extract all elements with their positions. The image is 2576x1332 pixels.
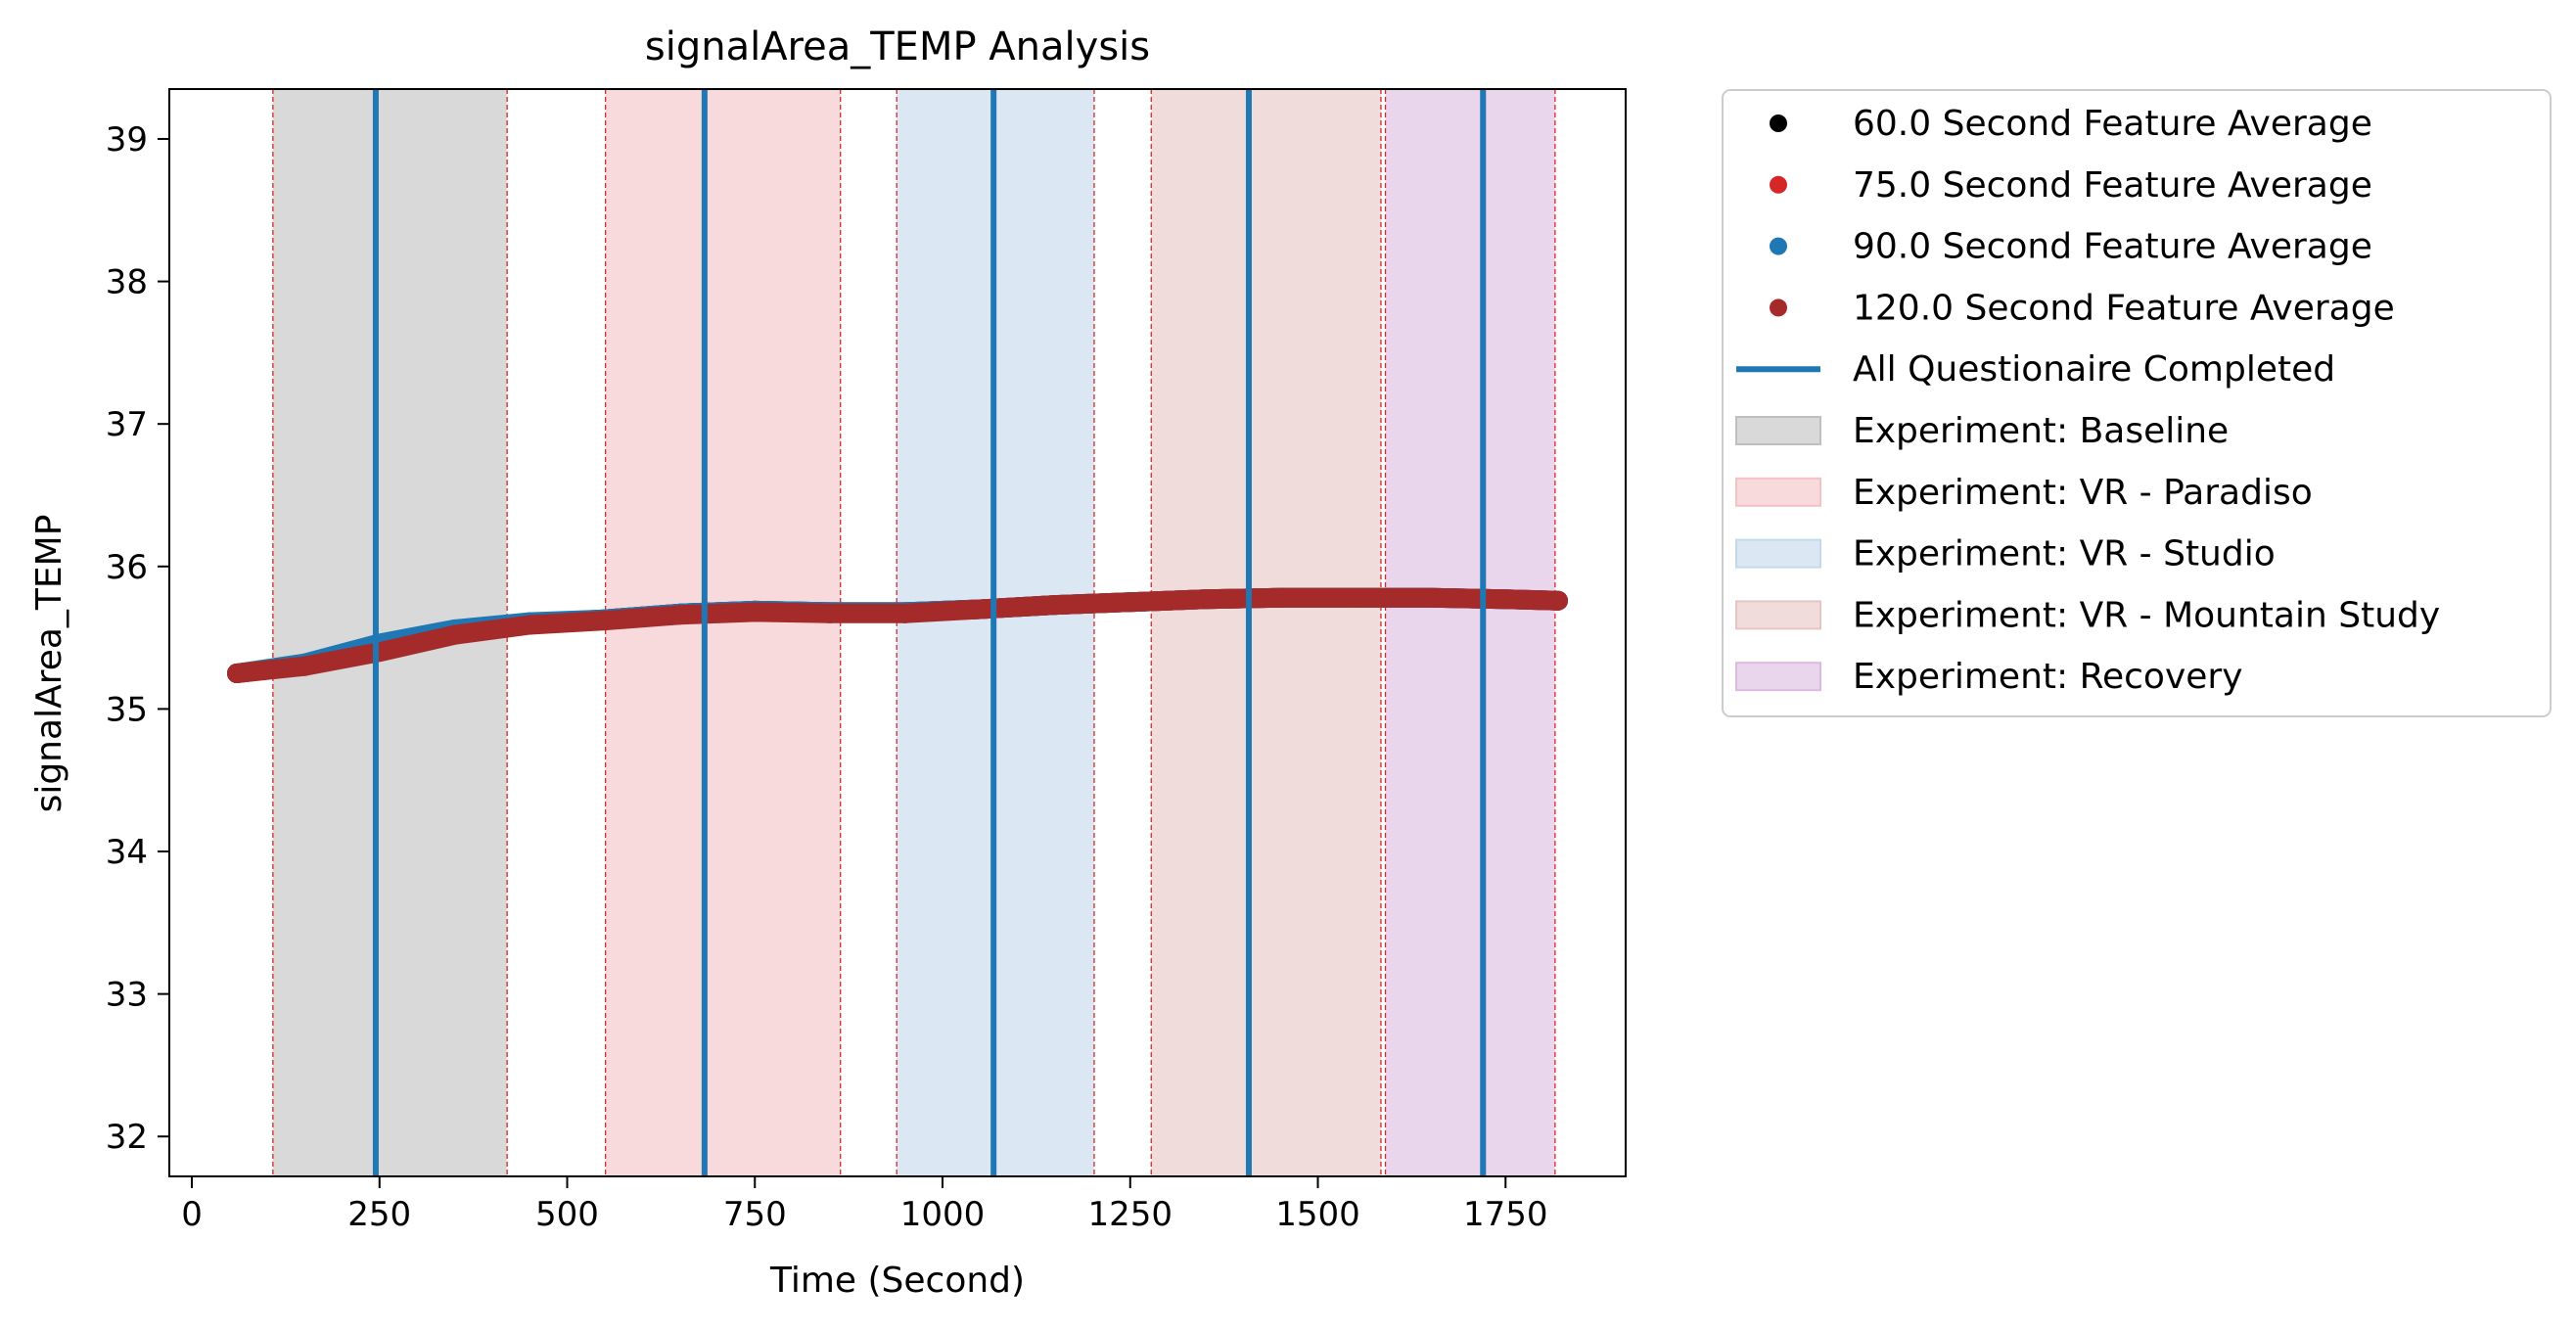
y-axis-label: signalArea_TEMP	[29, 515, 69, 813]
y-tick-label-36: 36	[106, 548, 148, 587]
y-tick-label-35: 35	[106, 690, 148, 729]
legend-marker-3	[1770, 237, 1787, 255]
legend-label-9: Experiment: VR - Mountain Study	[1853, 595, 2440, 635]
data-point-4-14	[1195, 589, 1216, 610]
legend-entry-8: Experiment: VR - Studio	[1735, 534, 2276, 574]
y-tick-label-37: 37	[106, 405, 148, 444]
legend-entry-7: Experiment: VR - Paradiso	[1735, 473, 2313, 513]
legend-patch-8	[1735, 538, 1821, 569]
y-tick-label-39: 39	[106, 120, 148, 160]
y-tick-label-34: 34	[106, 833, 148, 872]
data-point-4-1	[227, 663, 248, 683]
data-point-4-13	[1120, 592, 1140, 613]
x-tick-label-1750: 1750	[1463, 1195, 1548, 1234]
legend-entry-2: 75.0 Second Feature Average	[1770, 165, 2372, 206]
data-point-4-6	[594, 611, 615, 631]
data-point-4-5	[520, 615, 540, 635]
legend-entry-6: Experiment: Baseline	[1735, 411, 2229, 451]
data-point-4-15	[1270, 587, 1291, 608]
questionnaire-lines	[372, 89, 1487, 1176]
x-tick-label-1250: 1250	[1088, 1195, 1173, 1234]
phase-spans	[272, 89, 1555, 1176]
x-tick-label-0: 0	[181, 1195, 203, 1234]
phase-span-5	[1385, 89, 1555, 1176]
legend-label-6: Experiment: Baseline	[1853, 411, 2229, 451]
data-point-4-2	[295, 656, 315, 676]
legend-label-1: 60.0 Second Feature Average	[1853, 104, 2372, 144]
legend-marker-1	[1770, 115, 1787, 132]
legend-label-10: Experiment: Recovery	[1853, 657, 2243, 697]
data-point-4-12	[1045, 595, 1066, 616]
phase-span-4	[1151, 89, 1381, 1176]
data-point-4-9	[819, 603, 840, 623]
legend-patch-9	[1735, 600, 1821, 630]
legend-label-8: Experiment: VR - Studio	[1853, 534, 2276, 574]
legend-entry-9: Experiment: VR - Mountain Study	[1735, 595, 2440, 635]
legend: 60.0 Second Feature Average 75.0 Second F…	[1722, 89, 2552, 717]
x-tick-label-250: 250	[347, 1195, 411, 1234]
data-point-4-4	[444, 624, 465, 645]
legend-patch-10	[1735, 662, 1821, 692]
data-point-4-17	[1420, 587, 1441, 608]
legend-entry-3: 90.0 Second Feature Average	[1770, 227, 2372, 267]
data-point-4-10	[895, 603, 915, 623]
legend-label-3: 90.0 Second Feature Average	[1853, 227, 2372, 267]
legend-frame	[1722, 89, 2552, 717]
y-tick-label-32: 32	[106, 1118, 148, 1157]
x-tick-label-1500: 1500	[1275, 1195, 1360, 1234]
plot-area-frame	[168, 88, 1627, 1177]
legend-marker-4	[1770, 299, 1787, 317]
data-series	[227, 587, 1568, 683]
x-tick-label-1000: 1000	[900, 1195, 986, 1234]
x-tick-label-750: 750	[723, 1195, 787, 1234]
phase-span-2	[605, 89, 841, 1176]
legend-label-7: Experiment: VR - Paradiso	[1853, 473, 2313, 513]
legend-entry-5: All Questionaire Completed	[1736, 349, 2335, 390]
x-axis-label: Time (Second)	[769, 1261, 1025, 1301]
legend-label-5: All Questionaire Completed	[1853, 349, 2335, 390]
x-axis-ticks: 0 250 500 750 1000 1250 1500 1750	[181, 1176, 1548, 1234]
y-tick-label-33: 33	[106, 976, 148, 1015]
series-4	[227, 587, 1568, 683]
legend-entry-10: Experiment: Recovery	[1735, 657, 2243, 697]
data-point-4-18	[1495, 589, 1516, 610]
legend-entry-1: 60.0 Second Feature Average	[1770, 104, 2372, 144]
y-tick-label-38: 38	[106, 263, 148, 302]
data-point-4-7	[669, 605, 690, 625]
data-point-4-16	[1345, 587, 1365, 608]
chart-title: signalArea_TEMP Analysis	[645, 24, 1150, 69]
data-point-4-11	[970, 599, 990, 620]
x-tick-label-500: 500	[535, 1195, 599, 1234]
data-point-4-19	[1547, 590, 1568, 611]
legend-patch-6	[1735, 416, 1821, 445]
legend-entry-4: 120.0 Second Feature Average	[1770, 288, 2395, 328]
legend-label-2: 75.0 Second Feature Average	[1853, 165, 2372, 206]
legend-label-4: 120.0 Second Feature Average	[1853, 288, 2395, 328]
data-point-4-3	[369, 642, 390, 663]
y-axis-ticks: 32 33 34 35 36 37 38 39	[106, 120, 169, 1157]
data-point-4-8	[745, 602, 765, 622]
legend-patch-7	[1735, 477, 1821, 507]
legend-marker-2	[1770, 175, 1787, 194]
legend-entries: 60.0 Second Feature Average 75.0 Second F…	[1735, 104, 2440, 697]
